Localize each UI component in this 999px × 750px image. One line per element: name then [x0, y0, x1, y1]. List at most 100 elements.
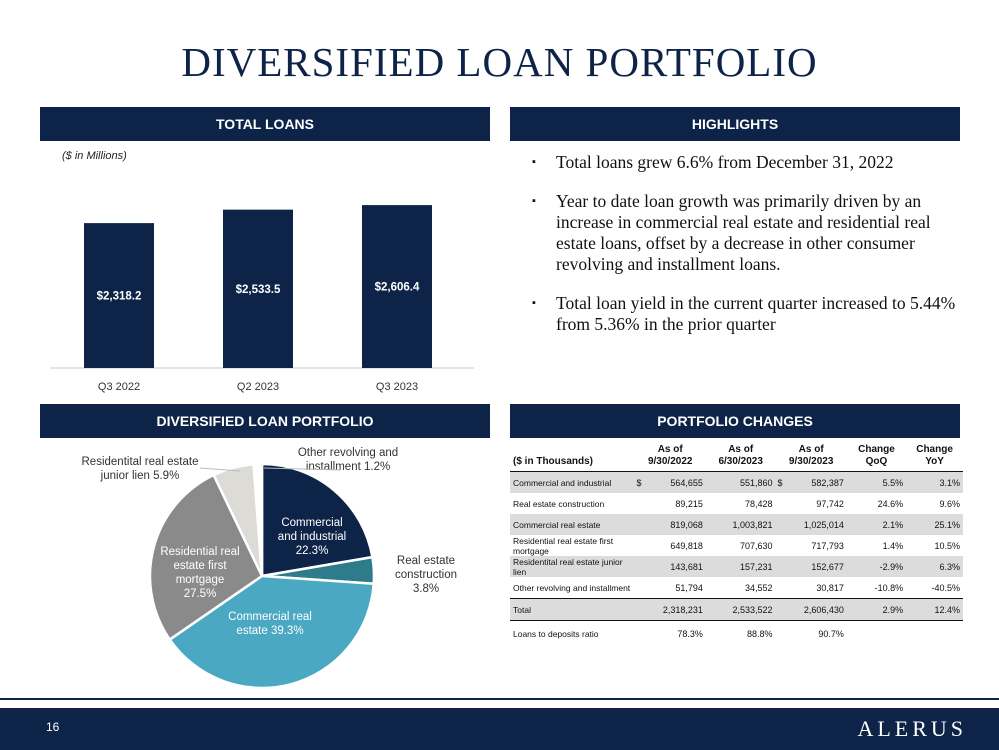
row-label: Loans to deposits ratio: [513, 629, 599, 639]
portfolio-changes-table: ($ in Thousands) As of 9/30/2022 As of 6…: [510, 444, 963, 647]
cell-yoy: 6.3%: [906, 556, 963, 577]
cell-q3-2023: 2,606,430: [785, 598, 847, 621]
dollar-sign: [635, 621, 645, 648]
row-label: Residentital real estate junior lien: [510, 556, 635, 577]
table-row: Residentital real estate junior lien 143…: [510, 556, 963, 577]
table-row: Commercial and industrial $ 564,655 551,…: [510, 471, 963, 493]
col-header-yoy: Change YoY: [906, 444, 963, 472]
table-row: Other revolving and installment 51,794 3…: [510, 577, 963, 599]
dollar-sign: $: [634, 471, 645, 493]
footer-divider: [0, 698, 999, 700]
highlight-item: ▪ Total loan yield in the current quarter…: [530, 293, 970, 335]
bar-value-label: $2,318.2: [97, 291, 142, 303]
highlight-item: ▪ Year to date loan growth was primarily …: [530, 191, 970, 275]
cell-q3-2023: 582,387: [785, 471, 847, 493]
alerus-logo: ALERUS: [857, 716, 967, 741]
dollar-sign: [775, 621, 785, 648]
row-label: Commercial and industrial: [510, 471, 635, 493]
cell-qoq: 24.6%: [877, 498, 904, 509]
footer-bar: 16 ALERUS: [0, 708, 999, 750]
cell-q2-2023: 551,860: [705, 471, 776, 493]
dollar-sign: [775, 577, 785, 599]
x-tick-label: Q2 2023: [237, 381, 279, 393]
cell-q3-2023: 1,025,014: [785, 514, 847, 535]
leader-line: [263, 467, 341, 471]
dollar-sign: [775, 598, 786, 621]
dollar-sign: $: [775, 471, 786, 493]
cell-qoq: 5.5%: [846, 471, 907, 493]
highlights-list: ▪ Total loans grew 6.6% from December 31,…: [530, 152, 970, 353]
dollar-sign: [634, 556, 645, 577]
cell-q3-2023: 717,793: [811, 540, 844, 551]
cell-q2-2023: 157,231: [705, 556, 776, 577]
table-row: Commercial real estate 819,068 1,003,821…: [510, 514, 963, 535]
cell-yoy: 10.5%: [934, 540, 960, 551]
cell-yoy: 25.1%: [906, 514, 963, 535]
col-header-q3-2022: As of 9/30/2022: [634, 444, 706, 472]
table-total-row: Total 2,318,231 2,533,522 2,606,430 2.9%…: [510, 598, 963, 621]
table-row: Real estate construction 89,215 78,428 9…: [510, 493, 963, 514]
cell-q2-2023: 1,003,821: [705, 514, 776, 535]
cell-q3-2022: 649,818: [670, 540, 703, 551]
cell-q3-2023: 152,677: [785, 556, 847, 577]
total-loans-bar-chart: $2,318.2 Q3 2022 $2,533.5 Q2 2023 $2,606.4 Q3…: [50, 205, 474, 393]
table-ratio-row: Loans to deposits ratio 78.3% 88.8% 90.7…: [510, 621, 963, 648]
bar-q3-2022: [84, 223, 154, 368]
row-label: Residential real estate first mortgage: [513, 535, 614, 556]
pie-slice-residential-real-estate-first-mortgage: [148, 473, 264, 642]
cell-yoy: 3.1%: [906, 471, 963, 493]
pie-slice-label: Commercial and industrial 22.3%: [278, 517, 346, 557]
row-label: Total: [510, 598, 635, 621]
cell-q3-2022: 2,318,231: [644, 598, 706, 621]
cell-q3-2023: 90.7%: [818, 629, 844, 639]
dollar-sign: [775, 535, 785, 556]
bar-q2-2023: [223, 209, 293, 368]
portfolio-changes-header: PORTFOLIO CHANGES: [510, 404, 960, 438]
dollar-sign: [635, 493, 645, 514]
x-tick-label: Q3 2023: [376, 381, 418, 393]
pie-slice-label: Residential real estate first mortgage 27.5…: [160, 546, 239, 600]
highlight-item: ▪ Total loans grew 6.6% from December 31,…: [530, 152, 970, 173]
bullet-icon: ▪: [532, 156, 536, 168]
table-row: Residential real estate first mortgage 6…: [510, 535, 963, 556]
cell-q3-2022: 564,655: [644, 471, 706, 493]
pie-slice-label: Residentital real estate junior lien 5.9%: [82, 456, 199, 482]
cell-q3-2022: 143,681: [644, 556, 706, 577]
total-loans-header: TOTAL LOANS: [40, 107, 490, 141]
bar-q3-2023: [362, 205, 432, 368]
cell-q2-2023: 78,428: [744, 498, 773, 509]
page-title: DIVERSIFIED LOAN PORTFOLIO: [181, 39, 818, 85]
row-label: Commercial real estate: [510, 514, 635, 535]
table-header-row: ($ in Thousands) As of 9/30/2022 As of 6…: [510, 444, 963, 472]
dollar-sign: [775, 493, 785, 514]
cell-q3-2022: 819,068: [644, 514, 706, 535]
leader-line: [199, 467, 241, 472]
dollar-sign: [634, 598, 645, 621]
highlight-text: Total loan yield in the current quarter …: [556, 293, 956, 334]
cell-q3-2022: 78.3%: [677, 629, 703, 639]
cell-q3-2022: 89,215: [675, 498, 703, 509]
dollar-sign: [775, 514, 786, 535]
cell-q3-2022: 51,794: [675, 582, 703, 593]
cell-yoy: [906, 621, 963, 648]
cell-q2-2023: 2,533,522: [705, 598, 776, 621]
bullet-icon: ▪: [532, 195, 536, 207]
row-label: Real estate construction: [513, 498, 605, 509]
cell-qoq: -10.8%: [874, 582, 904, 593]
cell-q3-2023: 30,817: [816, 582, 844, 593]
cell-q2-2023: 707,630: [739, 540, 773, 551]
loan-portfolio-pie-chart: Commercial and industrial 22.3% Commercial …: [82, 447, 457, 690]
highlight-text: Total loans grew 6.6% from December 31, …: [556, 152, 894, 172]
cell-qoq: 2.1%: [846, 514, 907, 535]
diversified-header: DIVERSIFIED LOAN PORTFOLIO: [40, 404, 490, 438]
cell-qoq: 1.4%: [882, 540, 904, 551]
pie-slice-label: Commercial real estate 39.3%: [228, 611, 312, 637]
pie-slice-commercial-and-industrial: [260, 462, 374, 578]
highlights-header: HIGHLIGHTS: [510, 107, 960, 141]
cell-yoy: -40.5%: [931, 582, 960, 593]
cell-yoy: 12.4%: [906, 598, 963, 621]
col-header-label: ($ in Thousands): [510, 444, 635, 472]
pie-slice-label: Real estate construction 3.8%: [395, 555, 457, 595]
dollar-sign: [634, 514, 645, 535]
x-tick-label: Q3 2022: [98, 381, 140, 393]
